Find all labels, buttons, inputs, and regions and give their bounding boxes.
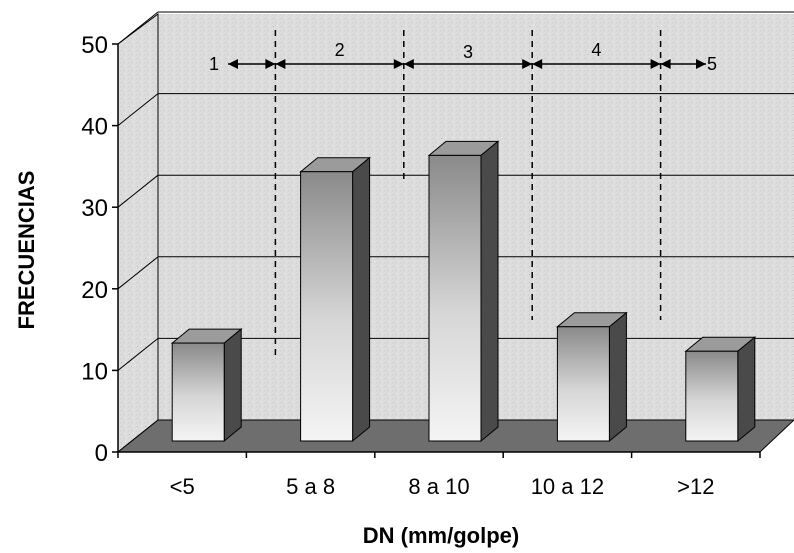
gridline-side (117, 338, 159, 371)
y-tick-label: 20 (81, 277, 108, 304)
x-tick-label: <5 (170, 474, 195, 499)
chart-side-wall (117, 13, 159, 454)
zone-arrowhead (403, 59, 414, 69)
bar-front (171, 342, 225, 442)
bar-front (685, 350, 739, 442)
gridline-side (117, 93, 159, 126)
bar (556, 311, 628, 443)
y-tick-label: 30 (81, 195, 108, 222)
bar-front (300, 171, 354, 442)
zone-arrowhead (228, 59, 238, 69)
zone-label: 3 (463, 42, 473, 62)
gridline-side (117, 174, 159, 208)
bar (427, 140, 500, 443)
zone-arrowhead (650, 59, 661, 69)
gridline-side (117, 256, 159, 290)
bar-side (737, 336, 756, 443)
bar-front (428, 154, 482, 442)
zone-arrowhead (275, 59, 286, 69)
gridline-side (117, 11, 159, 45)
x-tick-label: >12 (677, 474, 714, 499)
zone-label: 2 (335, 40, 345, 60)
bar (170, 328, 243, 443)
zone-label: 5 (707, 54, 717, 74)
bar-side (608, 311, 627, 443)
x-tick-label: 10 a 12 (531, 474, 604, 499)
y-tick-label: 10 (81, 358, 108, 385)
zone-arrowhead (522, 59, 533, 69)
x-axis-title: DN (mm/golpe) (363, 523, 519, 548)
y-axis-title: FRECUENCIAS (14, 171, 39, 330)
zone-arrowhead (532, 59, 543, 69)
zone-annotations: 1 2 3 4 5 (209, 30, 717, 356)
x-tick-label: 8 a 10 (408, 474, 469, 499)
bar (684, 336, 757, 443)
bar-side (223, 328, 242, 443)
zone-arrowhead (696, 59, 706, 69)
y-tick-label: 0 (95, 440, 108, 467)
y-tick-label: 50 (81, 32, 108, 59)
bars (170, 140, 757, 443)
zone-arrowhead (660, 59, 671, 69)
zone-label: 1 (209, 54, 219, 74)
zone-arrowhead (265, 59, 276, 69)
zone-label: 4 (591, 40, 601, 60)
zone-arrowhead (393, 59, 404, 69)
axes: 0 10 20 30 40 50 <5 5 a 8 8 a 10 10 a 12 >12 (81, 32, 761, 499)
bar-side (480, 140, 499, 443)
bar-side (352, 156, 371, 443)
bar (299, 156, 371, 443)
bar-front (556, 326, 610, 442)
x-tick-label: 5 a 8 (286, 474, 335, 499)
y-tick-label: 40 (81, 114, 108, 141)
